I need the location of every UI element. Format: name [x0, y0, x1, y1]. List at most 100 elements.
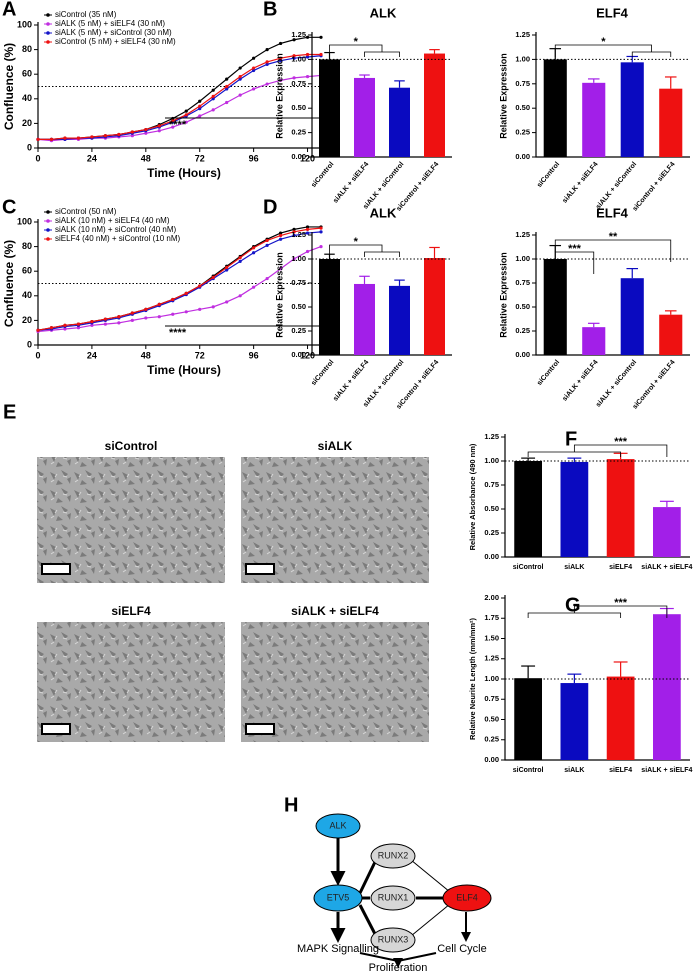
node [370, 843, 416, 869]
x-tick-label: 48 [141, 350, 151, 360]
y-tick-label: 20 [22, 315, 32, 325]
annotation: **** [169, 119, 187, 131]
bar [354, 77, 375, 157]
bar [560, 683, 589, 760]
data-point [252, 66, 256, 70]
bar [543, 59, 567, 157]
y-axis-title: Relative Expression [498, 53, 508, 139]
data-point [63, 323, 67, 327]
output-label: Cell Cycle [437, 943, 487, 955]
chart-title: ALK [370, 5, 397, 20]
chart: 0 20 40 60 80 100 Confluence (%) 0 24 48 72 96 120 Ti… [2, 10, 330, 180]
data-point [63, 136, 67, 140]
data-point [292, 233, 296, 238]
edge [358, 861, 377, 894]
significance-bracket [527, 444, 668, 457]
panel-label: A [2, 0, 16, 20]
data-point [225, 100, 229, 105]
x-tick-label: siALK [564, 564, 584, 571]
image-title: siControl [105, 439, 158, 453]
legend-label: siALK (5 nM) + siControl (30 nM) [55, 28, 172, 37]
y-tick-label: 100 [17, 216, 32, 226]
bar [319, 259, 340, 355]
data-point [305, 225, 310, 229]
y-axis-title: Confluence (%) [2, 240, 16, 327]
micrograph [37, 457, 225, 583]
chart: 0.00 0.25 0.50 0.75 1.00 1.25 1.50 1.75 2.00 Rela… [468, 593, 693, 774]
y-tick-label: 60 [22, 69, 32, 79]
y-tick-label: 40 [22, 290, 32, 300]
data-point [184, 109, 188, 113]
x-tick-label: 120 [300, 153, 315, 163]
edge [410, 859, 451, 893]
node [370, 885, 416, 911]
y-tick-label: 0 [27, 339, 32, 349]
data-point [278, 231, 283, 235]
data-point [265, 238, 269, 243]
node-label: ELF4 [456, 892, 478, 902]
data-point [319, 35, 323, 39]
y-tick-label: 0.00 [484, 755, 499, 764]
legend-marker [46, 13, 50, 17]
data-point [319, 230, 323, 234]
data-point [252, 87, 256, 91]
legend-marker [46, 237, 50, 241]
y-tick-label: 2.00 [484, 593, 499, 602]
bar [319, 59, 340, 157]
x-tick-label: 72 [195, 153, 205, 163]
data-point [211, 305, 215, 309]
data-point [292, 54, 296, 58]
edge [410, 903, 451, 937]
data-point [305, 227, 310, 231]
x-tick-label: siALK [564, 767, 584, 774]
x-tick-label: 72 [195, 350, 205, 360]
data-point [292, 56, 296, 60]
y-tick-label: 1.00 [291, 54, 306, 63]
data-point [198, 114, 202, 118]
data-point [265, 60, 269, 64]
data-point [278, 56, 283, 60]
micrograph [241, 457, 429, 583]
y-axis-title: Relative Expression [274, 252, 284, 338]
bar [543, 259, 567, 355]
data-point [184, 310, 188, 314]
x-tick-label: siControl [310, 359, 335, 387]
y-tick-label: 0.25 [515, 128, 530, 137]
data-point [171, 125, 175, 129]
chart: 0.00 0.25 0.50 0.75 1.00 1.25 Relative Express… [274, 5, 452, 213]
y-tick-label: 1.00 [515, 54, 530, 63]
data-point [305, 55, 310, 59]
annotation: * [354, 36, 359, 48]
legend-marker [46, 210, 50, 214]
bar [620, 62, 644, 157]
node-label: RUNX2 [378, 850, 409, 860]
series-line [37, 231, 322, 331]
x-tick-label: 24 [87, 350, 97, 360]
x-tick-label: 48 [141, 153, 151, 163]
data-point [238, 93, 242, 97]
data-point [278, 41, 283, 46]
data-point [292, 38, 296, 42]
y-tick-label: 1.50 [484, 633, 499, 642]
y-tick-label: 0.25 [484, 735, 499, 744]
data-point [103, 134, 107, 138]
image-title: siELF4 [111, 604, 151, 618]
network-diagram: ALK RUNX2 ETV5 RUNX1 ELF4 RUNX3 MAPK Sig… [297, 813, 492, 974]
bar [582, 327, 606, 355]
series-line [38, 55, 322, 140]
node [313, 884, 363, 912]
panel-label: D [263, 196, 277, 218]
legend-label: siALK (10 nM) + siELF4 (40 nM) [55, 216, 170, 225]
bar [354, 283, 375, 355]
data-point [184, 120, 188, 124]
bar [653, 507, 681, 557]
data-point [157, 315, 161, 319]
micrographs: siControl siALK siELF4 siALK + siELF4 [37, 439, 429, 742]
x-tick-label: siControl [310, 161, 335, 189]
data-point [36, 137, 40, 141]
image-title: siALK + siELF4 [291, 604, 379, 618]
y-tick-label: 60 [22, 266, 32, 276]
x-tick-label: siControl + siELF4 [632, 161, 677, 213]
x-tick-label: siControl [513, 564, 544, 571]
y-tick-label: 0.00 [515, 350, 530, 359]
